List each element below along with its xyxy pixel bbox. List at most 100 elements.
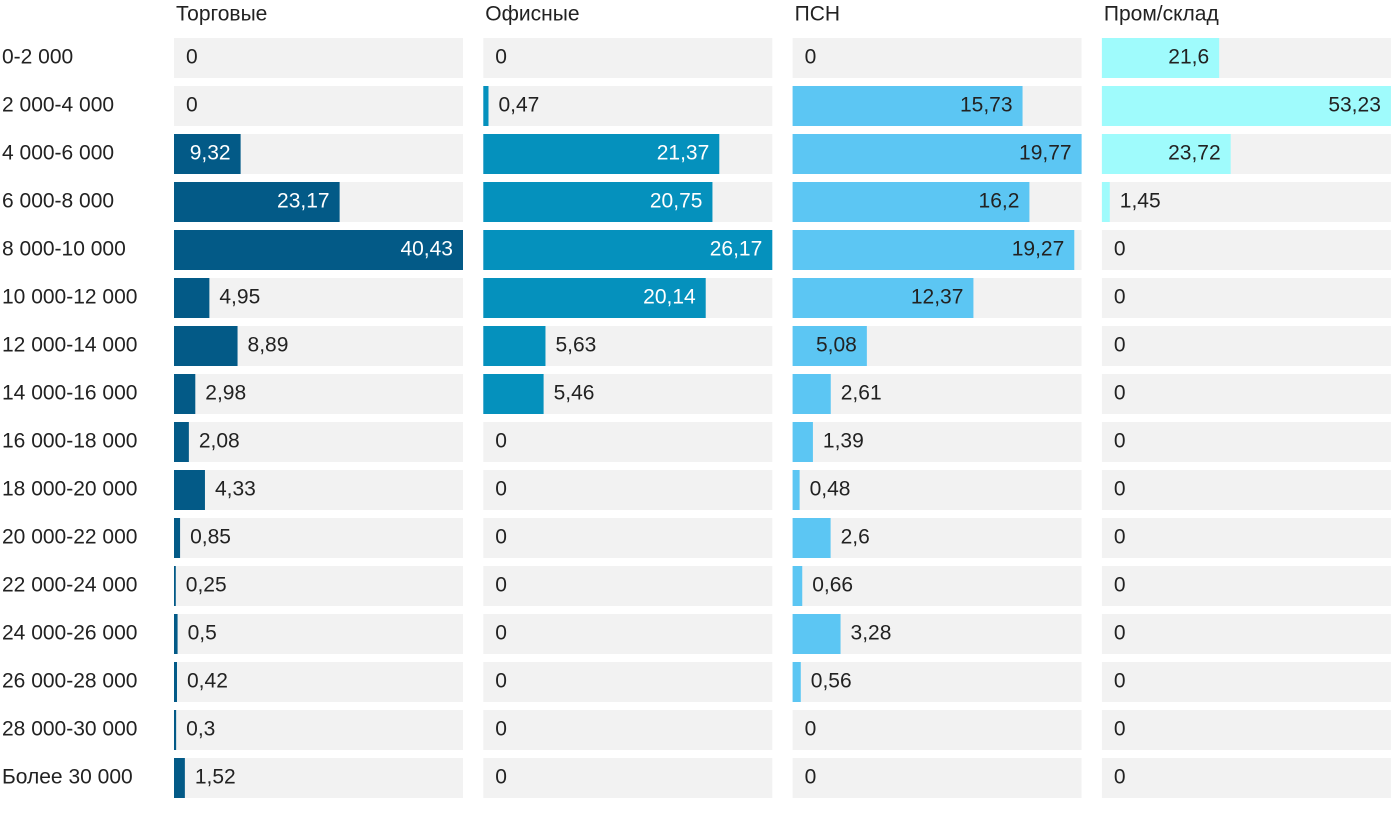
cell-background — [483, 38, 773, 78]
value-label: 0 — [495, 574, 507, 597]
value-label: 0 — [1114, 334, 1126, 357]
cell-background — [174, 86, 463, 126]
value-label: 0 — [1114, 718, 1126, 741]
bar — [1101, 134, 1231, 174]
value-label: 0 — [1114, 286, 1126, 309]
row-label: 10 000-12 000 — [2, 286, 137, 309]
value-label: 2,08 — [199, 430, 240, 453]
bar — [174, 182, 340, 222]
value-label: 4,33 — [215, 478, 256, 501]
row-label: 6 000-8 000 — [2, 190, 114, 213]
value-label: 0 — [1114, 478, 1126, 501]
value-label: 0,48 — [810, 478, 851, 501]
column-title: Торговые — [176, 3, 267, 26]
cell-background — [483, 470, 773, 510]
value-label: 0,5 — [188, 622, 217, 645]
cell-background — [1101, 182, 1391, 222]
value-label: 0 — [1114, 382, 1126, 405]
value-label: 15,73 — [960, 94, 1013, 117]
value-label: 5,08 — [816, 334, 857, 357]
bar — [174, 758, 185, 798]
value-label: 0,47 — [498, 94, 539, 117]
value-label: 19,77 — [1019, 142, 1072, 165]
bar — [174, 278, 210, 318]
bar — [1101, 182, 1110, 222]
value-label: 1,52 — [195, 766, 236, 789]
value-label: 0 — [1114, 622, 1126, 645]
bar — [483, 326, 546, 366]
value-label: 0 — [495, 622, 507, 645]
value-label: 0 — [805, 46, 817, 69]
cell-background — [174, 758, 463, 798]
value-label: 0 — [1114, 238, 1126, 261]
value-label: 0,25 — [186, 574, 227, 597]
value-label: 0 — [495, 526, 507, 549]
row-label: 8 000-10 000 — [2, 238, 126, 261]
bar — [792, 374, 831, 414]
bar — [792, 422, 813, 462]
cell-background — [792, 614, 1082, 654]
value-label: 0 — [186, 46, 198, 69]
value-label: 0 — [495, 718, 507, 741]
cell-background — [483, 518, 773, 558]
value-label: 0,66 — [812, 574, 853, 597]
value-label: 0 — [1114, 670, 1126, 693]
row-label: 24 000-26 000 — [2, 622, 137, 645]
value-label: 3,28 — [851, 622, 892, 645]
column-title: Офисные — [485, 3, 579, 26]
cell-background — [483, 710, 773, 750]
cell-background — [1101, 566, 1391, 606]
bar — [1101, 38, 1220, 78]
value-label: 23,72 — [1168, 142, 1221, 165]
value-label: 0 — [495, 430, 507, 453]
value-label: 19,27 — [1012, 238, 1065, 261]
cell-background — [174, 566, 463, 606]
column-title: Пром/склад — [1104, 3, 1219, 26]
value-label: 0 — [495, 46, 507, 69]
bar — [174, 134, 241, 174]
value-label: 2,6 — [841, 526, 870, 549]
cell-background — [792, 518, 1082, 558]
cell-background — [792, 470, 1082, 510]
bar — [483, 278, 706, 318]
value-label: 0,56 — [811, 670, 852, 693]
value-label: 26,17 — [710, 238, 763, 261]
value-label: 20,75 — [650, 190, 703, 213]
cell-background — [174, 374, 463, 414]
value-label: 0,3 — [186, 718, 215, 741]
cell-background — [792, 662, 1082, 702]
bar — [792, 134, 1082, 174]
value-label: 0 — [495, 766, 507, 789]
bar — [792, 278, 974, 318]
bar — [174, 710, 177, 750]
cell-background — [483, 422, 773, 462]
bar — [792, 518, 831, 558]
value-label: 0 — [1114, 574, 1126, 597]
cell-background — [483, 662, 773, 702]
cell-background — [1101, 758, 1391, 798]
value-label: 20,14 — [643, 286, 696, 309]
bar — [483, 134, 720, 174]
bar — [483, 230, 773, 270]
value-label: 12,37 — [911, 286, 964, 309]
cell-background — [483, 614, 773, 654]
value-label: 0 — [186, 94, 198, 117]
row-label: 22 000-24 000 — [2, 574, 137, 597]
value-label: 9,32 — [190, 142, 231, 165]
cell-background — [174, 518, 463, 558]
cell-background — [483, 566, 773, 606]
value-label: 23,17 — [277, 190, 330, 213]
cell-background — [792, 710, 1082, 750]
value-label: 0 — [1114, 430, 1126, 453]
cell-background — [174, 470, 463, 510]
cell-background — [792, 422, 1082, 462]
cell-background — [1101, 374, 1391, 414]
row-label: 14 000-16 000 — [2, 382, 137, 405]
bar — [174, 470, 205, 510]
row-label: 4 000-6 000 — [2, 142, 114, 165]
value-label: 21,6 — [1168, 46, 1209, 69]
cell-background — [483, 758, 773, 798]
row-label: 18 000-20 000 — [2, 478, 137, 501]
cell-background — [483, 86, 773, 126]
cell-background — [174, 422, 463, 462]
